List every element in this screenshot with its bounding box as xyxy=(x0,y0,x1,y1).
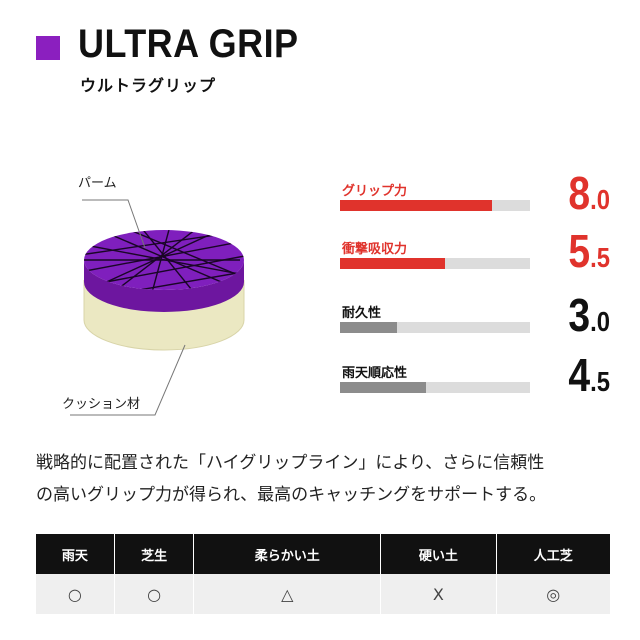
rating-soft-soil: △ xyxy=(193,574,381,614)
stat-bar-track xyxy=(340,382,530,393)
header-artificial-turf: 人工芝 xyxy=(495,534,610,574)
stat-value: 5.5 xyxy=(568,224,610,278)
stat-bar-track xyxy=(340,258,530,269)
rating-hard-soil: X xyxy=(380,574,496,614)
title-accent-square xyxy=(36,36,60,60)
stat-bar-fill xyxy=(340,322,397,333)
description-line-2: の高いグリップ力が得られ、最高のキャッチングをサポートする。 xyxy=(36,485,547,505)
stat-durability: 耐久性 3.0 xyxy=(340,289,610,362)
rating-grass: ○ xyxy=(113,574,194,614)
table-header-row: 雨天 芝生 柔らかい土 硬い土 人工芝 xyxy=(36,534,610,574)
stat-value-integer: 4 xyxy=(568,349,591,401)
stat-value-decimal: .5 xyxy=(590,242,610,273)
description: 戦略的に配置された「ハイグリップライン」により、さらに信頼性 の高いグリップ力が… xyxy=(36,447,616,511)
stat-bar-track xyxy=(340,322,530,333)
stat-value-decimal: .0 xyxy=(590,306,610,337)
stat-bar-fill xyxy=(340,258,445,269)
stat-label: 耐久性 xyxy=(342,306,382,321)
cushion-label: クッション材 xyxy=(62,397,141,412)
glove-layer-illustration xyxy=(70,199,245,416)
stat-label: 雨天順応性 xyxy=(342,366,408,381)
header-rain: 雨天 xyxy=(36,534,115,574)
stat-grip-power: グリップ力 8.0 xyxy=(340,167,610,240)
header-soft-soil: 柔らかい土 xyxy=(193,534,381,574)
stat-bar-track xyxy=(340,200,530,211)
field-conditions-table: 雨天 芝生 柔らかい土 硬い土 人工芝 ○ ○ △ X ◎ xyxy=(36,534,610,614)
description-line-1: 戦略的に配置された「ハイグリップライン」により、さらに信頼性 xyxy=(36,453,545,473)
stat-value-integer: 8 xyxy=(568,167,591,219)
stat-rain-adaptability: 雨天順応性 4.5 xyxy=(340,349,610,422)
stat-label: グリップ力 xyxy=(342,184,408,199)
stat-value: 3.0 xyxy=(568,288,610,342)
stat-label: 衝撃吸収力 xyxy=(342,242,408,257)
rating-rain: ○ xyxy=(36,574,115,614)
stat-value-decimal: .0 xyxy=(590,184,610,215)
page-subtitle: ウルトラグリップ xyxy=(80,76,217,95)
page-title: ULTRA GRIP xyxy=(78,22,299,66)
stat-shock-absorption: 衝撃吸収力 5.5 xyxy=(340,225,610,298)
header-grass: 芝生 xyxy=(113,534,194,574)
stat-value-integer: 3 xyxy=(568,289,591,341)
table-row: ○ ○ △ X ◎ xyxy=(36,574,610,614)
header-hard-soil: 硬い土 xyxy=(380,534,496,574)
palm-label: パーム xyxy=(78,176,117,191)
stat-bar-fill xyxy=(340,382,426,393)
stat-bar-fill xyxy=(340,200,492,211)
stat-value-decimal: .5 xyxy=(590,366,610,397)
stat-value-integer: 5 xyxy=(568,225,591,277)
stat-value: 8.0 xyxy=(568,166,610,220)
stat-value: 4.5 xyxy=(568,348,610,402)
rating-artificial-turf: ◎ xyxy=(495,574,610,614)
